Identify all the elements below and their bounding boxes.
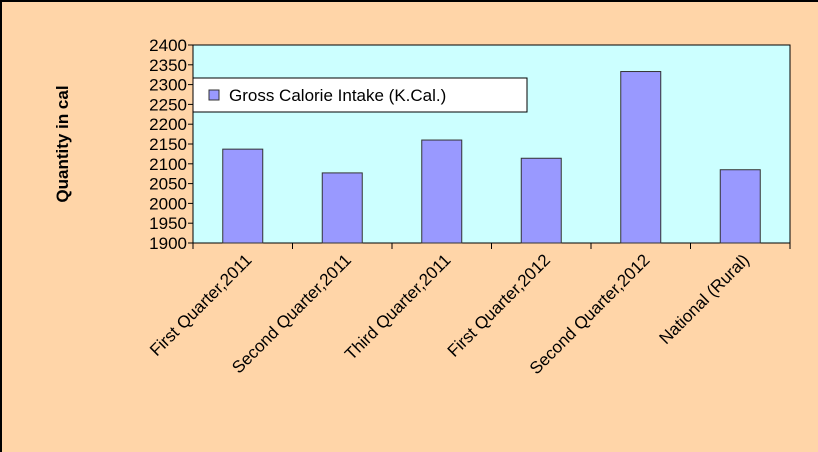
- legend-label: Gross Calorie Intake (K.Cal.): [229, 86, 446, 105]
- y-tick-label: 2300: [149, 76, 187, 95]
- bar: [620, 71, 662, 244]
- y-axis-label: Quantity in cal: [53, 85, 72, 202]
- y-tick-label: 2100: [149, 155, 187, 174]
- bar: [421, 139, 463, 244]
- legend-swatch: [208, 89, 220, 101]
- bar: [719, 169, 761, 244]
- y-tick-label: 1950: [149, 214, 187, 233]
- plot-area: [192, 44, 791, 244]
- y-tick-label: 2150: [149, 135, 187, 154]
- y-tick-label: 2350: [149, 56, 187, 75]
- y-tick-label: 2250: [149, 95, 187, 114]
- bar: [520, 157, 562, 244]
- y-tick-label: 2200: [149, 115, 187, 134]
- y-tick-label: 2400: [149, 36, 187, 55]
- y-tick-label: 2050: [149, 175, 187, 194]
- bar: [321, 172, 363, 244]
- y-tick-label: 1900: [149, 234, 187, 253]
- legend-box: [192, 77, 528, 113]
- y-tick-label: 2000: [149, 194, 187, 213]
- bar: [222, 148, 264, 244]
